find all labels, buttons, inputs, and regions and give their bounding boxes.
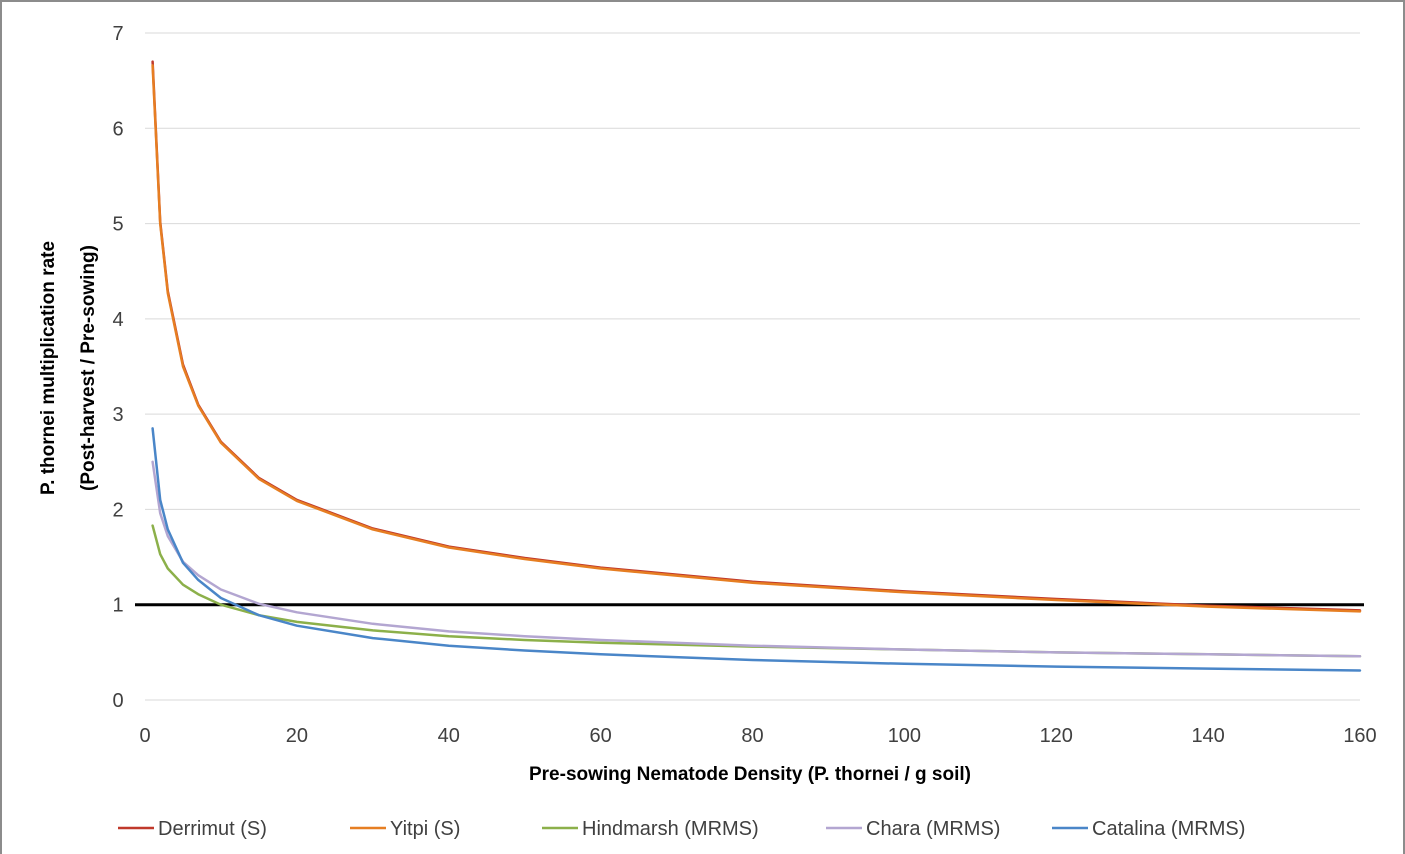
y-tick-labels: 0 1 2 3 4 5 6 7 — [112, 23, 123, 712]
x-axis-title: Pre-sowing Nematode Density (P. thornei … — [529, 764, 971, 785]
legend-item: Catalina (MRMS) — [1052, 818, 1245, 840]
y-tick-label: 3 — [112, 404, 123, 426]
x-tick-label: 40 — [438, 725, 460, 747]
x-tick-labels: 0 20 40 60 80 100 120 140 160 — [139, 725, 1376, 747]
legend-item: Chara (MRMS) — [826, 818, 1000, 840]
y-axis-title-line-1: P. thornei multiplication rate — [38, 241, 59, 495]
series-line-hindmarsh-mrms — [151, 524, 1362, 658]
y-tick-label: 0 — [112, 690, 123, 712]
legend-label: Hindmarsh (MRMS) — [582, 818, 759, 840]
y-axis-title: P. thornei multiplication rate (Post-har… — [38, 241, 99, 495]
legend-item: Derrimut (S) — [118, 818, 267, 840]
y-tick-label: 2 — [112, 499, 123, 521]
gridlines — [145, 32, 1360, 701]
series-lines — [151, 60, 1362, 672]
legend-label: Derrimut (S) — [158, 818, 267, 840]
x-tick-label: 120 — [1040, 725, 1073, 747]
x-tick-label: 60 — [590, 725, 612, 747]
legend-label: Chara (MRMS) — [866, 818, 1000, 840]
y-tick-label: 4 — [112, 309, 123, 331]
y-axis-title-line-2: (Post-harvest / Pre-sowing) — [78, 245, 99, 491]
x-tick-label: 80 — [741, 725, 763, 747]
legend-label: Yitpi (S) — [390, 818, 460, 840]
legend-label: Catalina (MRMS) — [1092, 818, 1245, 840]
y-tick-label: 7 — [112, 23, 123, 45]
y-tick-label: 5 — [112, 214, 123, 236]
x-tick-label: 100 — [888, 725, 921, 747]
series-line-yitpi-s — [151, 64, 1362, 613]
series-line-catalina-mrms — [151, 427, 1362, 672]
legend-item: Hindmarsh (MRMS) — [542, 818, 759, 840]
y-tick-label: 6 — [112, 118, 123, 140]
y-tick-label: 1 — [112, 595, 123, 617]
series-line-derrimut-s — [151, 60, 1362, 612]
legend-item: Yitpi (S) — [350, 818, 460, 840]
x-tick-label: 140 — [1191, 725, 1224, 747]
x-tick-label: 20 — [286, 725, 308, 747]
legend: Derrimut (S) Yitpi (S) Hindmarsh (MRMS) Cha… — [118, 818, 1245, 840]
x-tick-label: 0 — [139, 725, 150, 747]
x-tick-label: 160 — [1343, 725, 1376, 747]
